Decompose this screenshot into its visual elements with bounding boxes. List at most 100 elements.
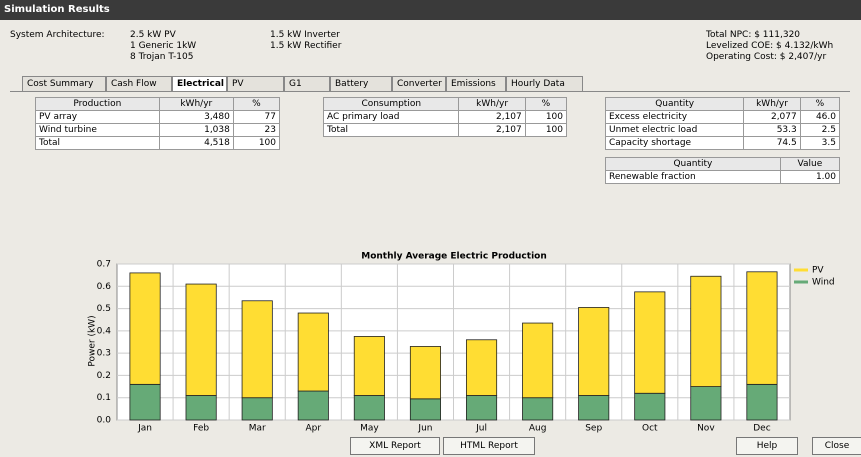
header-cell: kWh/yr bbox=[458, 97, 526, 111]
x-tick-label: Mar bbox=[249, 424, 266, 434]
x-tick-label: Nov bbox=[697, 424, 715, 434]
cell: Capacity shortage bbox=[604, 136, 745, 150]
cell: 46.0 bbox=[799, 110, 841, 124]
cell: 2,107 bbox=[458, 123, 526, 137]
legend-label: PV bbox=[812, 266, 824, 276]
cell: 2.5 bbox=[799, 123, 841, 137]
cell: 1,038 bbox=[158, 123, 234, 137]
summary-item: Operating Cost: $ 2,407/yr bbox=[706, 52, 827, 62]
x-tick-label: May bbox=[360, 424, 379, 434]
x-tick-label: Jan bbox=[137, 424, 152, 434]
y-axis-label: Power (kW) bbox=[88, 315, 98, 366]
bar-segment bbox=[409, 346, 442, 400]
header-cell: % bbox=[799, 97, 841, 111]
bar-segment bbox=[297, 312, 329, 392]
cell: 4,518 bbox=[158, 136, 234, 150]
architecture-item: 8 Trojan T-105 bbox=[130, 52, 194, 62]
bar-segment bbox=[353, 336, 385, 396]
tab[interactable]: Emissions bbox=[446, 76, 506, 91]
cell: 53.3 bbox=[743, 123, 801, 137]
x-tick-label: Jun bbox=[417, 424, 432, 434]
bar-segment bbox=[185, 395, 217, 421]
cell: 23 bbox=[232, 123, 281, 137]
cell: Unmet electric load bbox=[604, 123, 745, 137]
bar-segment bbox=[465, 395, 498, 421]
bar-segment bbox=[578, 395, 610, 421]
bar-segment bbox=[129, 272, 161, 385]
y-tick-label: 0.5 bbox=[97, 304, 111, 314]
button[interactable]: Help bbox=[736, 437, 798, 455]
cell: 3.5 bbox=[799, 136, 841, 150]
button[interactable]: Close bbox=[812, 437, 861, 455]
x-tick-label: Aug bbox=[529, 424, 547, 434]
architecture-item: 1.5 kW Rectifier bbox=[270, 41, 342, 51]
cell: Wind turbine bbox=[35, 123, 160, 137]
bar-segment bbox=[690, 275, 722, 387]
architecture-item: 1 Generic 1kW bbox=[130, 41, 197, 51]
tab[interactable]: Converter bbox=[392, 76, 446, 91]
bar-segment bbox=[353, 395, 385, 421]
header-cell: % bbox=[232, 97, 281, 111]
summary-item: Levelized COE: $ 4.132/kWh bbox=[706, 41, 834, 51]
x-tick-label: Jul bbox=[475, 424, 487, 434]
y-tick-label: 0.7 bbox=[97, 260, 111, 270]
table: Quantity Value Renewable fraction 1.00 bbox=[605, 157, 841, 184]
tab[interactable]: Cost Summary bbox=[22, 76, 106, 91]
cell: 2,077 bbox=[743, 110, 801, 124]
x-tick-label: Apr bbox=[306, 424, 322, 434]
button[interactable]: HTML Report bbox=[443, 437, 535, 455]
tab[interactable]: G1 bbox=[284, 76, 330, 91]
cell: 77 bbox=[232, 110, 281, 124]
button[interactable]: XML Report bbox=[350, 437, 440, 455]
title-bar: Simulation Results bbox=[0, 0, 861, 20]
tab[interactable]: Cash Flow bbox=[106, 76, 172, 91]
bar-segment bbox=[578, 307, 610, 396]
bar-segment bbox=[746, 383, 778, 421]
y-tick-label: 0.6 bbox=[97, 282, 112, 292]
cell: Total bbox=[35, 136, 160, 150]
table: Consumption kWh/yr% AC primary load 2,107 10… bbox=[322, 97, 568, 137]
bar-segment bbox=[409, 398, 442, 421]
architecture-label: System Architecture: bbox=[10, 30, 105, 40]
cell: 74.5 bbox=[743, 136, 801, 150]
cell: 1.00 bbox=[779, 170, 841, 184]
header-cell: Consumption bbox=[322, 97, 460, 111]
bar-segment bbox=[634, 291, 666, 394]
y-tick-label: 0.1 bbox=[97, 393, 111, 403]
bar-segment bbox=[241, 397, 273, 421]
y-tick-label: 0.3 bbox=[97, 349, 111, 359]
legend-label: Wind bbox=[812, 278, 835, 288]
tab-panel-border bbox=[10, 91, 850, 92]
cell: AC primary load bbox=[322, 110, 460, 124]
tab[interactable]: Battery bbox=[330, 76, 392, 91]
architecture-item: 1.5 kW Inverter bbox=[270, 30, 340, 40]
x-tick-label: Feb bbox=[193, 424, 209, 434]
tab[interactable]: Electrical bbox=[172, 76, 227, 91]
bar-segment bbox=[297, 390, 329, 421]
cell: Renewable fraction bbox=[605, 170, 781, 184]
table: Production kWh/yr% PV array 3,480 77 Wind tur… bbox=[35, 97, 281, 150]
header-cell: % bbox=[524, 97, 568, 111]
header-cell: Quantity bbox=[604, 97, 745, 111]
bar-segment bbox=[465, 339, 498, 396]
chart-title: Monthly Average Electric Production bbox=[361, 252, 547, 262]
cell: 3,480 bbox=[158, 110, 234, 124]
x-tick-label: Oct bbox=[642, 424, 658, 434]
architecture-item: 2.5 kW PV bbox=[130, 30, 176, 40]
tab[interactable]: PV bbox=[227, 76, 284, 91]
y-tick-label: 0.0 bbox=[97, 416, 112, 426]
tab[interactable]: Hourly Data bbox=[506, 76, 583, 91]
cell: 100 bbox=[524, 110, 568, 124]
x-tick-label: Sep bbox=[585, 424, 602, 434]
y-tick-label: 0.4 bbox=[97, 326, 112, 336]
bar-segment bbox=[522, 322, 554, 399]
header-cell: Production bbox=[35, 97, 160, 111]
cell: Total bbox=[322, 123, 460, 137]
cell: 2,107 bbox=[458, 110, 526, 124]
bar-segment bbox=[690, 386, 722, 421]
bar-segment bbox=[241, 300, 273, 399]
bar-segment bbox=[746, 271, 778, 385]
header-cell: Quantity bbox=[605, 157, 781, 171]
header-cell: kWh/yr bbox=[743, 97, 801, 111]
